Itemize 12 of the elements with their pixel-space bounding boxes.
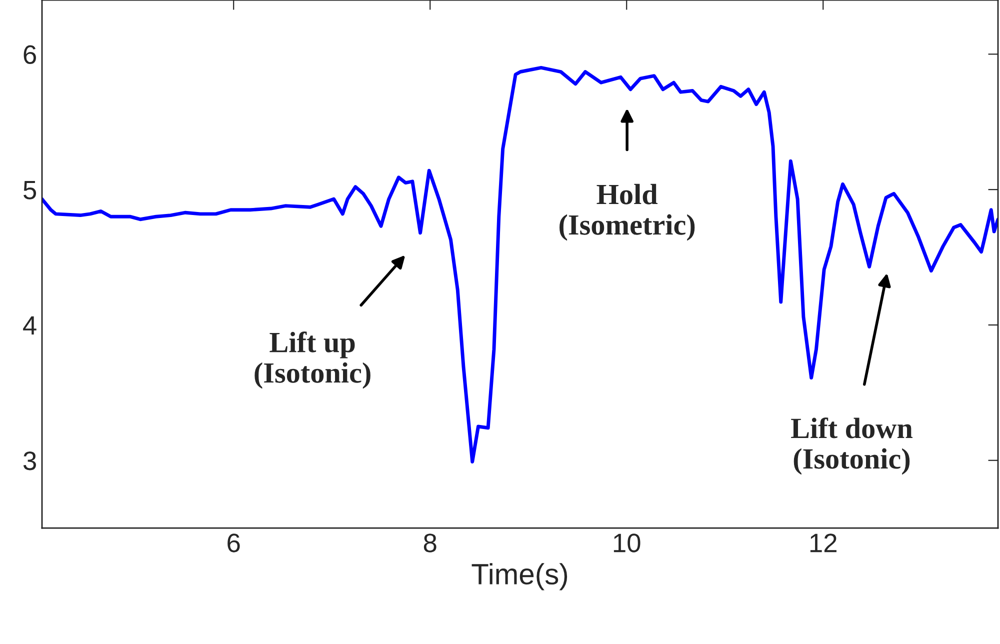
y-tick-label: 4: [23, 316, 36, 335]
annotation: Lift down (Isotonic): [791, 417, 912, 475]
x-tick-label: 12: [810, 534, 836, 552]
x-axis-title: Time(s): [472, 563, 568, 590]
y-tick-label: 6: [24, 45, 36, 64]
y-tick-label: 3: [23, 452, 36, 470]
y-tick-label: 5: [24, 180, 36, 200]
x-tick-label: 8: [424, 534, 436, 552]
x-tick-label: 6: [228, 534, 240, 552]
annotation: Lift up (Isotonic): [254, 332, 370, 389]
annotation: Hold (Isometric): [560, 184, 695, 241]
x-tick-label: 10: [614, 534, 640, 552]
